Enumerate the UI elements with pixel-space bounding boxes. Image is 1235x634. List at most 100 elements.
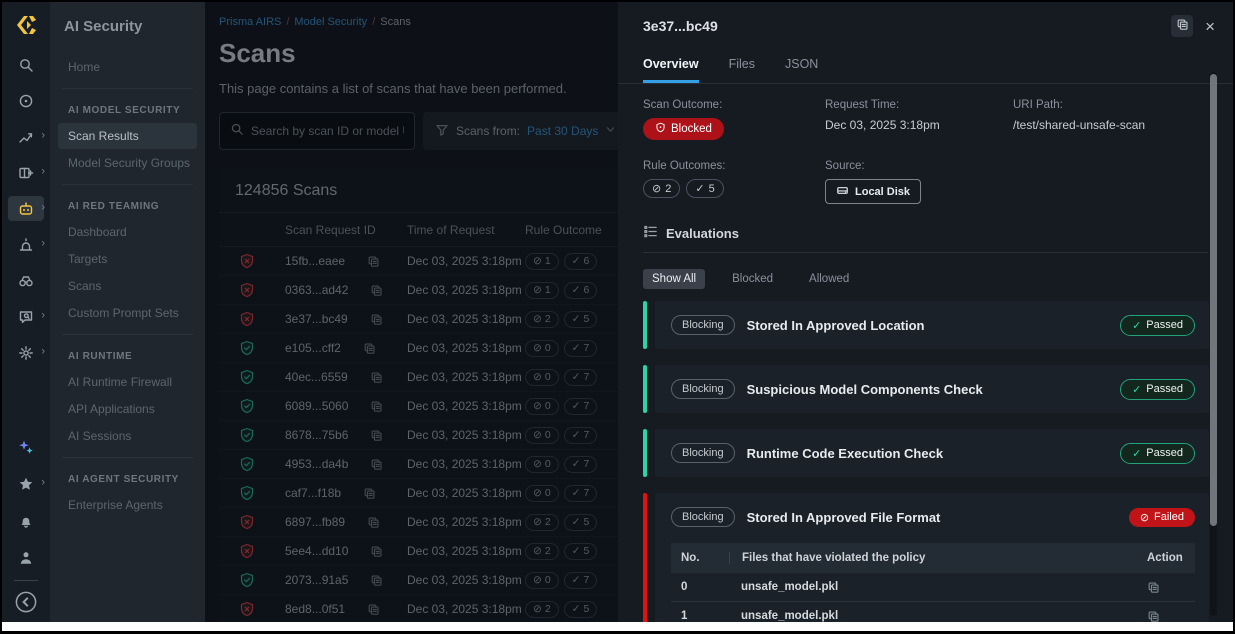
sidebar-item-api-applications[interactable]: API Applications bbox=[68, 402, 155, 416]
radar-icon[interactable] bbox=[8, 88, 44, 113]
sidebar-item-targets[interactable]: Targets bbox=[68, 252, 108, 266]
chevron-right-icon: › bbox=[41, 129, 45, 142]
chat-search-icon[interactable]: › bbox=[8, 304, 45, 329]
block-icon: ⊘ bbox=[652, 183, 662, 195]
file-row: 0 unsafe_model.pkl bbox=[671, 573, 1195, 602]
table-row[interactable]: 4953...da4b Dec 03, 2025 3:18pm ⊘ 0 ✓ 7 bbox=[219, 450, 618, 479]
star-icon[interactable]: › bbox=[8, 471, 45, 496]
blocked-count-pill: ⊘ 0 bbox=[525, 455, 559, 473]
table-row[interactable]: e105...cff2 Dec 03, 2025 3:18pm ⊘ 0 ✓ 7 bbox=[219, 334, 618, 363]
block-icon: ⊘ bbox=[533, 400, 542, 412]
copy-icon[interactable] bbox=[367, 516, 380, 529]
copy-icon[interactable] bbox=[370, 574, 383, 587]
scrollbar-thumb[interactable] bbox=[1210, 74, 1217, 526]
panel-scrollbar[interactable] bbox=[1210, 72, 1217, 616]
blocking-pill: Blocking bbox=[671, 443, 735, 463]
sidebar-item-home[interactable]: Home bbox=[68, 60, 101, 74]
copy-icon[interactable] bbox=[367, 603, 380, 616]
table-row[interactable]: 15fb...eaee Dec 03, 2025 3:18pm ⊘ 1 ✓ 6 bbox=[219, 247, 618, 276]
tab-json[interactable]: JSON bbox=[785, 57, 819, 71]
breadcrumb-link-prisma-airs[interactable]: Prisma AIRS bbox=[219, 16, 282, 28]
filter-show-all[interactable]: Show All bbox=[643, 269, 706, 289]
sidebar-item-enterprise-agents[interactable]: Enterprise Agents bbox=[68, 498, 163, 512]
copy-icon[interactable] bbox=[370, 371, 383, 384]
scan-outcome-field: Scan Outcome: Blocked bbox=[643, 99, 825, 140]
rail-divider bbox=[14, 580, 38, 581]
route-icon[interactable]: › bbox=[8, 124, 45, 149]
table-row[interactable]: 6089...5060 Dec 03, 2025 3:18pm ⊘ 0 ✓ 7 bbox=[219, 392, 618, 421]
binoculars-icon[interactable] bbox=[8, 268, 44, 293]
siren-icon[interactable]: › bbox=[8, 232, 45, 257]
search-icon[interactable] bbox=[8, 52, 44, 77]
block-icon: ⊘ bbox=[533, 574, 542, 586]
table-row[interactable]: 8678...75b6 Dec 03, 2025 3:18pm ⊘ 0 ✓ 7 bbox=[219, 421, 618, 450]
copy-icon[interactable] bbox=[370, 429, 383, 442]
uri-path-value: /test/shared-unsafe-scan bbox=[1013, 118, 1146, 132]
tab-files[interactable]: Files bbox=[728, 57, 755, 71]
robot-icon[interactable]: › bbox=[8, 196, 45, 221]
sidebar-item-custom-prompt-sets[interactable]: Custom Prompt Sets bbox=[68, 306, 179, 320]
sidebar-item-dashboard[interactable]: Dashboard bbox=[68, 225, 127, 239]
table-row[interactable]: 0363...ad42 Dec 03, 2025 3:18pm ⊘ 1 ✓ 6 bbox=[219, 276, 618, 305]
time-of-request: Dec 03, 2025 3:18pm bbox=[407, 341, 522, 355]
close-panel-button[interactable]: × bbox=[1205, 16, 1215, 36]
sidebar-item-ai-sessions[interactable]: AI Sessions bbox=[68, 429, 132, 443]
filter-allowed[interactable]: Allowed bbox=[809, 273, 850, 285]
evaluations-heading: Evaluations bbox=[618, 204, 1233, 242]
check-icon: ✓ bbox=[571, 429, 581, 441]
time-of-request: Dec 03, 2025 3:18pm bbox=[407, 428, 522, 442]
sparkles-icon[interactable] bbox=[8, 434, 44, 459]
copy-icon[interactable] bbox=[1147, 610, 1160, 623]
scan-request-id: caf7...f18b bbox=[285, 486, 342, 500]
sidebar-item-scan-results[interactable]: Scan Results bbox=[58, 123, 197, 149]
chevron-right-icon: › bbox=[41, 309, 45, 322]
table-row[interactable]: 8ed8...0f51 Dec 03, 2025 3:18pm ⊘ 2 ✓ 5 bbox=[219, 595, 618, 622]
window-bottom-strip bbox=[2, 622, 1233, 631]
table-add-icon[interactable]: › bbox=[8, 160, 45, 185]
tab-overview[interactable]: Overview bbox=[643, 57, 699, 83]
table-row[interactable]: caf7...f18b Dec 03, 2025 3:18pm ⊘ 0 ✓ 7 bbox=[219, 479, 618, 508]
table-row[interactable]: 3e37...bc49 Dec 03, 2025 3:18pm ⊘ 2 ✓ 5 bbox=[219, 305, 618, 334]
sidebar-item-scans[interactable]: Scans bbox=[68, 279, 102, 293]
person-icon[interactable] bbox=[8, 545, 44, 570]
copy-icon[interactable] bbox=[370, 400, 383, 413]
rule-outcomes-label: Rule Outcomes: bbox=[643, 160, 726, 172]
table-row[interactable]: 6897...fb89 Dec 03, 2025 3:18pm ⊘ 2 ✓ 5 bbox=[219, 508, 618, 537]
copy-icon[interactable] bbox=[367, 255, 380, 268]
filter-blocked[interactable]: Blocked bbox=[732, 273, 774, 285]
evaluation-title: Stored In Approved File Format bbox=[746, 509, 941, 525]
column-action: Action bbox=[1147, 552, 1183, 564]
chevron-down-icon bbox=[605, 124, 616, 138]
sidebar-item-ai-runtime-firewall[interactable]: AI Runtime Firewall bbox=[68, 375, 173, 389]
collapse-sidebar-button[interactable] bbox=[14, 590, 38, 614]
copy-icon[interactable] bbox=[370, 545, 383, 558]
chevron-right-icon: › bbox=[41, 237, 45, 250]
copy-scan-id-button[interactable] bbox=[1171, 15, 1194, 37]
scan-request-id: 6089...5060 bbox=[285, 399, 349, 413]
passed-count-pill: ✓ 7 bbox=[563, 571, 598, 589]
table-row[interactable]: 2073...91a5 Dec 03, 2025 3:18pm ⊘ 0 ✓ 7 bbox=[219, 566, 618, 595]
copy-icon[interactable] bbox=[370, 284, 383, 297]
uri-path-label: URI Path: bbox=[1013, 99, 1063, 111]
scan-search-box[interactable] bbox=[219, 112, 415, 150]
copy-icon[interactable] bbox=[363, 342, 376, 355]
copy-icon[interactable] bbox=[370, 458, 383, 471]
search-input[interactable] bbox=[251, 124, 404, 138]
scans-from-dropdown[interactable]: Scans from: Past 30 Days bbox=[423, 112, 618, 150]
page-title: Scans bbox=[219, 38, 296, 68]
copy-icon[interactable] bbox=[370, 313, 383, 326]
bell-icon[interactable] bbox=[8, 508, 44, 533]
gear-icon[interactable]: › bbox=[8, 340, 45, 365]
time-of-request: Dec 03, 2025 3:18pm bbox=[407, 254, 522, 268]
time-of-request: Dec 03, 2025 3:18pm bbox=[407, 486, 522, 500]
block-icon: ⊘ bbox=[533, 342, 542, 354]
breadcrumb-link-model-security[interactable]: Model Security bbox=[294, 16, 368, 28]
chevron-right-icon: › bbox=[41, 201, 45, 214]
local-disk-button[interactable]: Local Disk bbox=[825, 179, 922, 204]
table-row[interactable]: 5ee4...dd10 Dec 03, 2025 3:18pm ⊘ 2 ✓ 5 bbox=[219, 537, 618, 566]
table-row[interactable]: 40ec...6559 Dec 03, 2025 3:18pm ⊘ 0 ✓ 7 bbox=[219, 363, 618, 392]
copy-icon[interactable] bbox=[363, 487, 376, 500]
palo-alto-networks-logo[interactable] bbox=[13, 12, 39, 38]
copy-icon[interactable] bbox=[1147, 581, 1160, 594]
sidebar-item-model-security-groups[interactable]: Model Security Groups bbox=[68, 156, 191, 170]
